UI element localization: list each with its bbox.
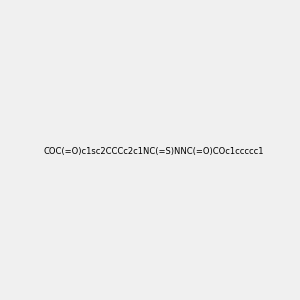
Text: COC(=O)c1sc2CCCc2c1NC(=S)NNC(=O)COc1ccccc1: COC(=O)c1sc2CCCc2c1NC(=S)NNC(=O)COc1cccc… [44, 147, 264, 156]
